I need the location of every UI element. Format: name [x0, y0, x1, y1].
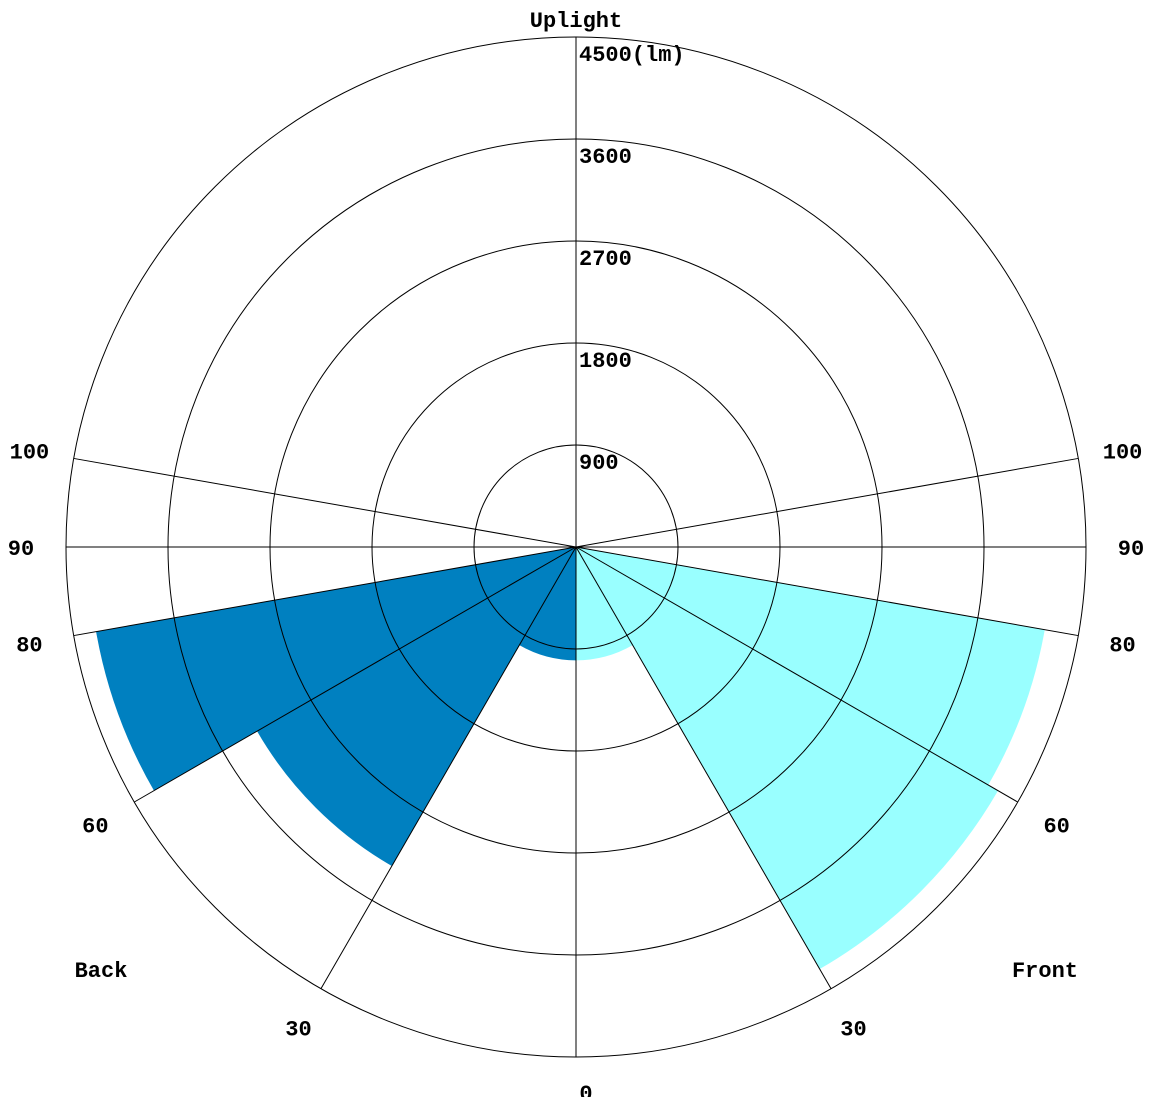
back-label: Back	[75, 959, 128, 984]
angle-tick-label-front-100: 100	[1103, 441, 1143, 466]
spoke-front-60	[575, 546, 1018, 803]
angle-tick-label-back-80: 80	[16, 633, 42, 658]
spoke-back-60	[134, 546, 577, 803]
polar-grid	[65, 36, 1087, 1058]
radial-tick-label-900: 900	[579, 451, 619, 476]
zone-wedge-front-30-60	[576, 547, 999, 970]
spoke-back-80	[73, 546, 577, 637]
angle-tick-label-front-60: 60	[1043, 815, 1069, 840]
zone-wedge-front-60-80	[576, 547, 1045, 785]
zone-wedge-back-30-60	[257, 547, 576, 866]
zone-wedge-front-0-30	[576, 547, 633, 661]
spoke-back-100	[73, 457, 577, 548]
angle-tick-label-back-90: 90	[8, 537, 34, 562]
angle-tick-label-front-30: 30	[840, 1018, 866, 1043]
radial-tick-label-4500: 4500(lm)	[579, 43, 685, 68]
top-label: Uplight	[530, 9, 622, 34]
spoke-front-30	[575, 546, 832, 989]
spoke-front-100	[575, 457, 1079, 548]
radial-tick-label-1800: 1800	[579, 349, 632, 374]
zone-wedge-back-0-30	[519, 547, 576, 661]
radial-tick-label-3600: 3600	[579, 145, 632, 170]
angle-tick-label-back-30: 30	[285, 1018, 311, 1043]
radial-tick-label-2700: 2700	[579, 247, 632, 272]
spoke-front-80	[575, 546, 1079, 637]
angle-tick-label-back-60: 60	[82, 815, 108, 840]
angle-tick-label-front-90: 90	[1118, 537, 1144, 562]
angle-tick-label-front-80: 80	[1109, 633, 1135, 658]
lumen-zone-wedges	[96, 547, 1045, 970]
angle-tick-label-back-100: 100	[10, 441, 50, 466]
spoke-back-30	[320, 546, 577, 989]
chart-labels: Uplight Front Back 9001800270036004500(l…	[8, 9, 1144, 1097]
angle-tick-label-0: 0	[579, 1082, 592, 1097]
zone-wedge-back-60-80	[96, 547, 576, 791]
front-label: Front	[1012, 959, 1078, 984]
